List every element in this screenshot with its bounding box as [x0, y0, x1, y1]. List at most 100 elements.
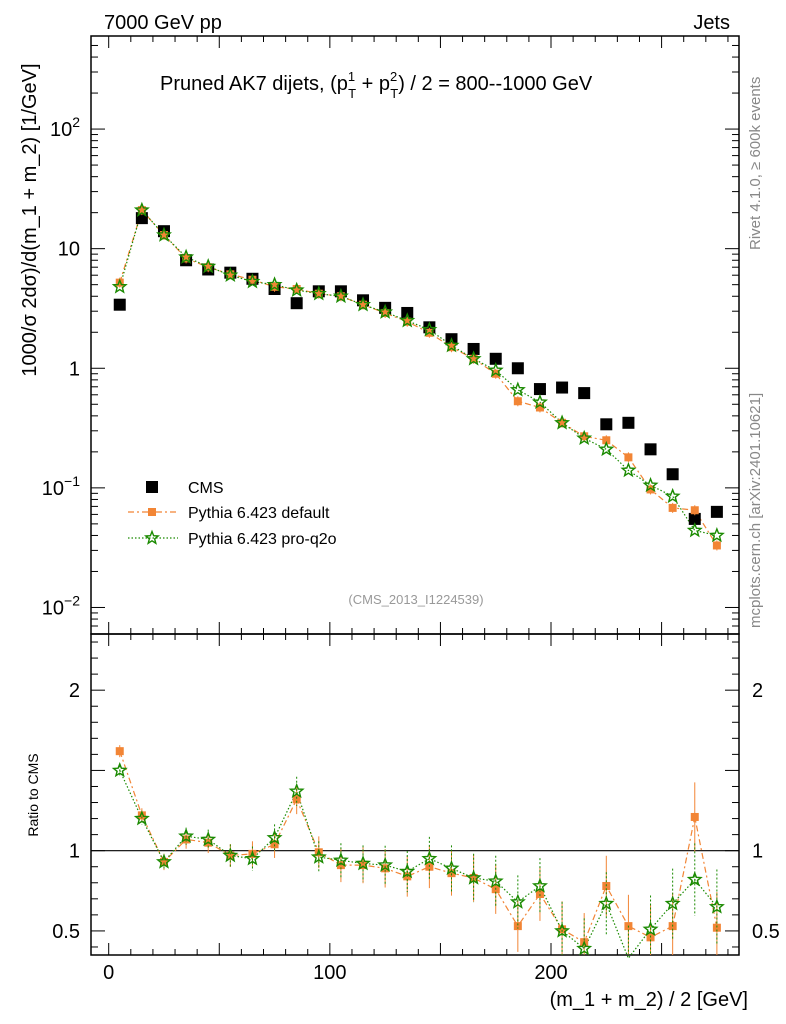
q2o-ratio-point	[244, 850, 261, 866]
x-tick-label: 0	[103, 962, 114, 984]
q2o-data-point	[421, 321, 438, 337]
legend-q2o-marker	[143, 529, 161, 545]
default-ratio-point	[270, 840, 279, 849]
default-ratio-point	[712, 923, 721, 932]
q2o-data-point	[620, 461, 637, 478]
q2o-data-point	[399, 312, 416, 328]
default-data-point	[403, 317, 412, 326]
q2o-ratio-point	[443, 859, 460, 876]
x-tick-label: 100	[313, 962, 346, 984]
q2o-data-point	[244, 273, 261, 289]
legend-cms-marker	[146, 481, 158, 493]
q2o-data-point	[531, 393, 548, 410]
cms-data-point	[556, 381, 569, 394]
q2o-ratio-point	[642, 920, 659, 937]
q2o-ratio-point	[178, 827, 195, 844]
cms-data-point	[467, 342, 480, 355]
cms-data-point	[688, 512, 701, 525]
rivet-version-label: Rivet 4.1.0, ≥ 600k events	[747, 77, 764, 250]
q2o-data-point	[708, 527, 725, 543]
default-data-point	[580, 432, 589, 441]
q2o-data-point	[487, 361, 504, 378]
q2o-data-point	[598, 440, 615, 457]
y-tick-label: 102	[50, 114, 80, 141]
q2o-data-point	[355, 296, 372, 312]
default-data-point	[690, 506, 699, 515]
default-ratio-point	[447, 869, 456, 878]
ratio-series-lines	[119, 751, 718, 960]
x-tick-label: 200	[534, 962, 567, 984]
q2o-data-point	[377, 303, 394, 319]
q2o-data-point	[200, 258, 217, 274]
default-data-point	[469, 354, 478, 363]
q2o-data-point	[509, 381, 526, 397]
cms-data-point	[290, 297, 303, 310]
cms-data-point	[622, 416, 635, 429]
mcplots-label: mcplots.cern.ch [arXiv:2401.10621]	[747, 393, 764, 628]
legend-q2o-label: Pythia 6.423 pro-q2o	[188, 531, 337, 548]
energy-label: 7000 GeV pp	[104, 12, 222, 34]
legend: CMS Pythia 6.423 default Pythia 6.423 pr…	[128, 480, 337, 548]
ratio-plot-frame	[90, 633, 740, 956]
q2o-data-point	[178, 248, 195, 264]
default-data-point	[182, 254, 191, 263]
q2o-ratio-point	[664, 895, 681, 911]
default-data-point	[602, 436, 611, 445]
default-data-point	[226, 270, 235, 279]
default-ratio-point	[558, 925, 567, 934]
q2o-ratio-point	[708, 898, 725, 914]
q2o-ratio-point	[686, 871, 703, 887]
q2o-ratio-point	[509, 893, 526, 909]
default-data-point	[558, 418, 567, 427]
default-data-point	[137, 206, 146, 215]
default-data-point	[159, 231, 168, 240]
q2o-ratio-point	[576, 940, 593, 956]
ratio-y-axis-label: Ratio to CMS	[25, 753, 41, 836]
q2o-ratio-point	[598, 895, 615, 911]
cms-data-point	[710, 505, 723, 518]
default-data-point	[204, 263, 213, 272]
default-data-point	[535, 403, 544, 412]
analysis-label: (CMS_2013_I1224539)	[348, 592, 483, 607]
q2o-ratio-point	[377, 856, 394, 872]
q2o-data-point	[222, 266, 239, 283]
ratio-y-tick-label-right: 2	[752, 680, 763, 702]
default-data-point	[381, 308, 390, 317]
q2o-data-point	[266, 276, 283, 292]
q2o-ratio-point	[200, 831, 217, 847]
y-tick-label: 10	[58, 239, 80, 261]
default-ratio-point	[690, 812, 699, 821]
q2o-data-point	[155, 226, 172, 242]
q2o-data-point	[133, 201, 150, 217]
default-data-point	[336, 292, 345, 301]
q2o-ratio-point	[266, 829, 283, 845]
default-data-point	[359, 300, 368, 309]
q2o-data-point	[111, 278, 128, 294]
default-data-point	[292, 285, 301, 294]
default-data-point	[447, 343, 456, 352]
legend-default-marker	[148, 508, 156, 516]
q2o-data-point	[576, 429, 593, 446]
q2o-ratio-point	[421, 850, 438, 866]
legend-default-label: Pythia 6.423 default	[188, 505, 330, 522]
cms-data-point	[489, 352, 502, 365]
q2o-data-point	[310, 285, 327, 301]
ratio-y-tick-label: 0.5	[52, 921, 80, 943]
cms-data-point	[600, 418, 613, 431]
default-ratio-point	[226, 851, 235, 860]
q2o-ratio-point	[399, 863, 416, 879]
y-tick-label: 10−2	[42, 592, 80, 619]
legend-cms-label: CMS	[188, 480, 224, 497]
q2o-ratio-point	[531, 877, 548, 893]
cms-data-point	[533, 383, 546, 396]
default-ratio-point	[292, 795, 301, 804]
default-ratio-line	[119, 751, 718, 944]
q2o-ratio-point	[111, 761, 128, 778]
y-axis-label: 1000/σ 2dσ)/d(m_1 + m_2) [1/GeV]	[19, 63, 41, 376]
q2o-data-point	[465, 350, 482, 366]
q2o-data-point	[332, 287, 349, 304]
q2o-ratio-point	[465, 869, 482, 885]
cms-data-point	[113, 298, 126, 311]
default-ratio-point	[115, 747, 124, 756]
